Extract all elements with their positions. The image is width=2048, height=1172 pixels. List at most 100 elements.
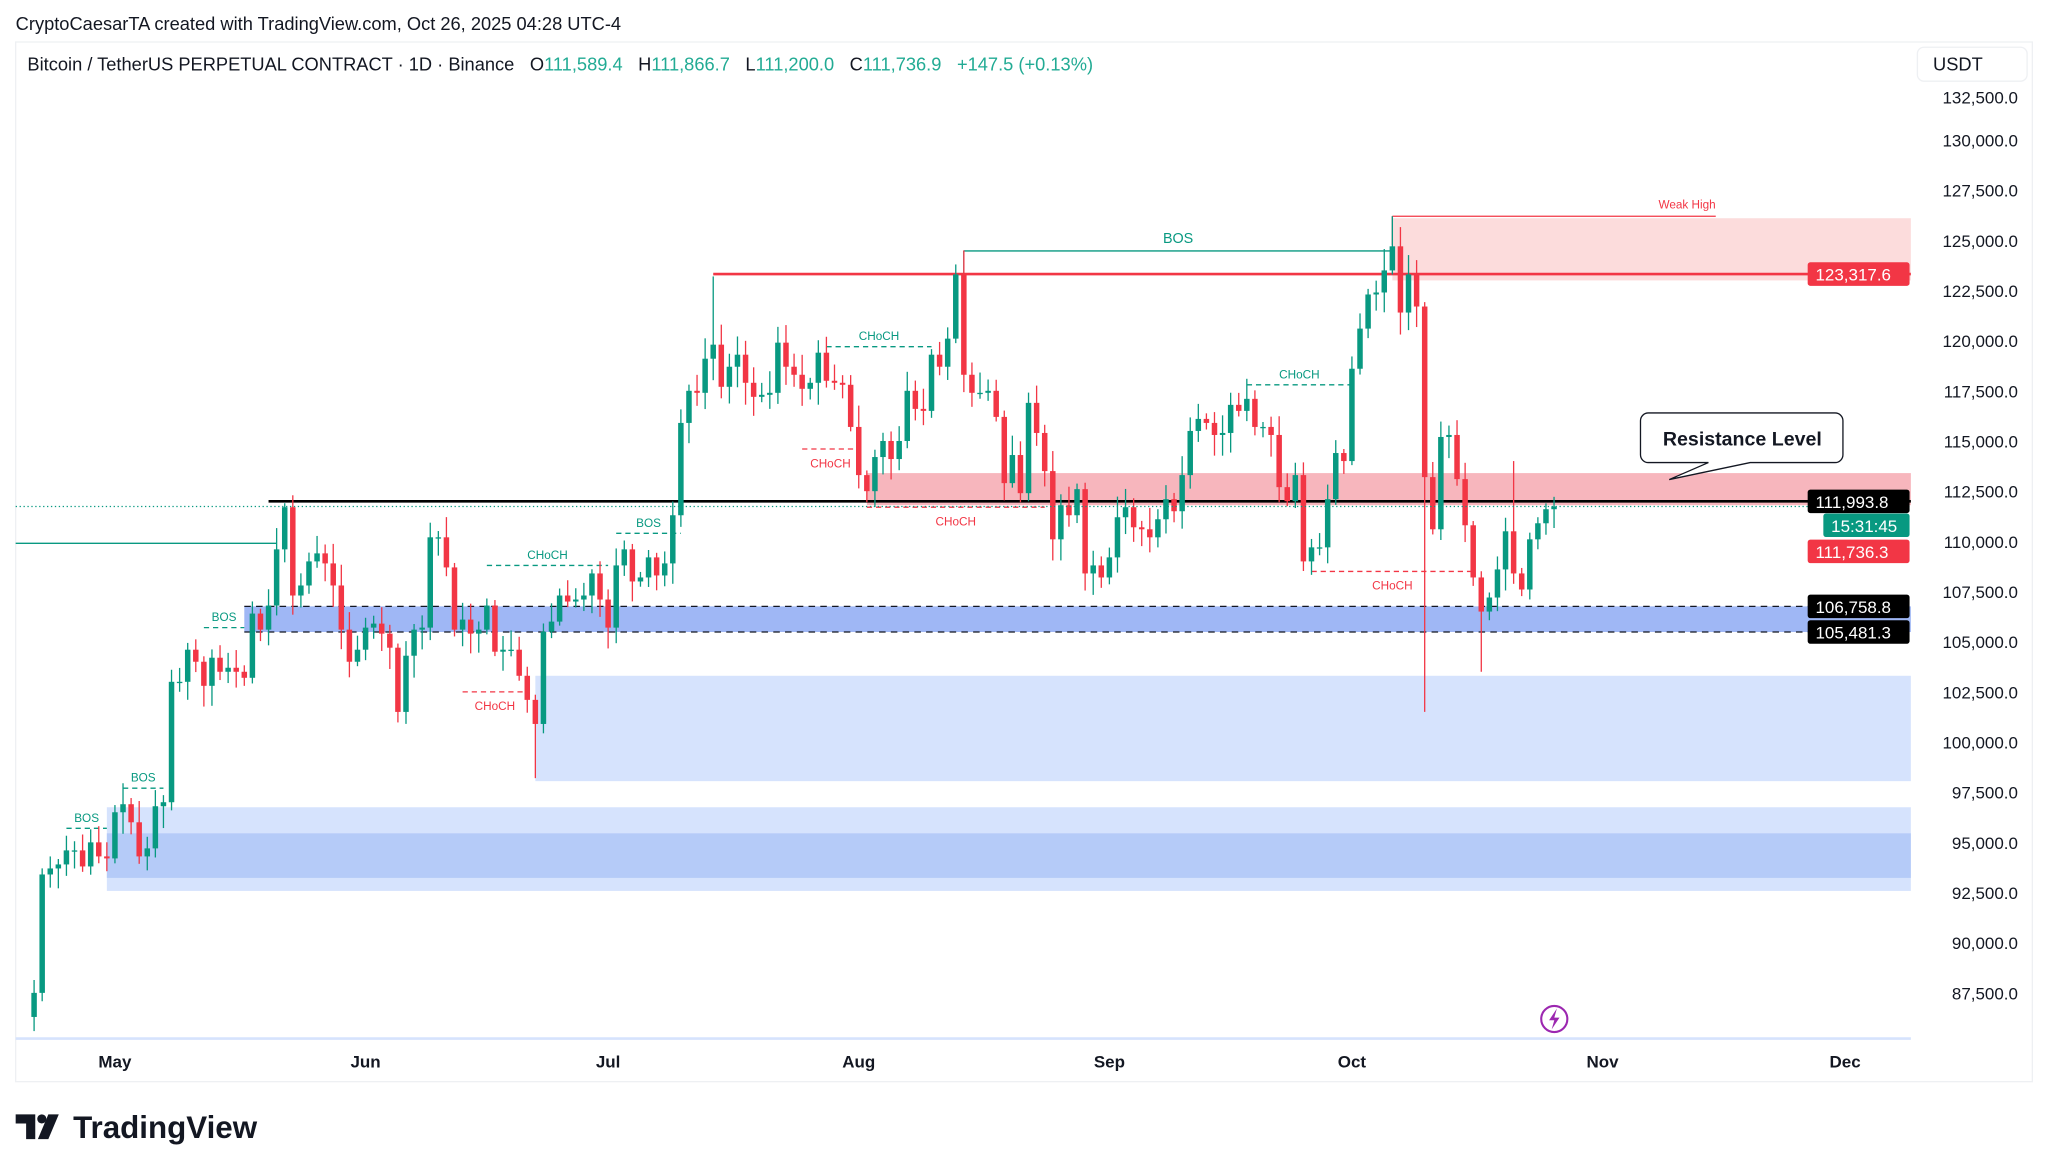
structure-label-choch: CHoCH: [475, 700, 515, 713]
candle-body: [233, 667, 239, 672]
candle: [508, 630, 514, 657]
candle: [1001, 410, 1008, 501]
candle-body: [1017, 455, 1024, 494]
candle-body: [1502, 531, 1509, 570]
candle-body: [888, 440, 894, 460]
candle-body: [872, 457, 878, 492]
candle-body: [1486, 597, 1493, 612]
candle: [1341, 449, 1347, 474]
candle: [1025, 392, 1032, 502]
candle-body: [1260, 426, 1266, 429]
candle-body: [1050, 471, 1056, 540]
candle: [783, 325, 789, 385]
candle: [686, 384, 692, 444]
price-tag: 105,481.3: [1807, 620, 1910, 644]
price-tick-label: 92,500.0: [1952, 884, 2018, 903]
candle-body: [427, 537, 433, 628]
tradingview-logo[interactable]: TradingView: [15, 1110, 258, 1145]
candle: [1244, 378, 1250, 422]
low-label: L: [745, 54, 755, 75]
candle: [152, 790, 159, 858]
candle-body: [338, 585, 345, 630]
candle: [702, 338, 708, 410]
price-tick-label: 115,000.0: [1944, 433, 2018, 452]
candle: [1502, 517, 1509, 591]
candle: [928, 349, 935, 418]
levels-layer: Weak High BOS: [15, 198, 1911, 633]
candle: [120, 783, 126, 834]
candle-body: [281, 507, 288, 550]
price-tick-label: 130,000.0: [1942, 131, 2018, 150]
candle: [306, 552, 312, 594]
candle-body: [831, 380, 838, 383]
time-axis[interactable]: May Jun Jul Aug Sep Oct Nov Dec: [98, 1052, 1860, 1071]
candle: [395, 643, 401, 723]
weak-high-line-label: Weak High: [1658, 198, 1715, 211]
candle-body: [678, 422, 684, 516]
candle: [1211, 412, 1218, 456]
demand-zone-upper: [535, 675, 1911, 782]
price-tag-bg: [1823, 513, 1910, 538]
price-tag: 123,317.6: [1807, 262, 1910, 286]
candle-body: [1543, 509, 1549, 524]
candle-body: [322, 553, 328, 564]
candle-body: [1009, 455, 1016, 484]
candle: [573, 588, 579, 608]
candle: [815, 340, 822, 405]
candle: [128, 798, 134, 835]
candle-body: [1373, 292, 1379, 295]
candle: [370, 615, 377, 639]
time-tick-label: Oct: [1338, 1052, 1367, 1071]
candle: [961, 250, 967, 393]
candle-body: [799, 374, 805, 389]
candle-body: [1421, 306, 1428, 478]
chart-pane[interactable]: [15, 41, 2033, 1083]
demand-zone-lower-core: [106, 833, 1911, 878]
candle: [144, 836, 151, 871]
candle: [1518, 567, 1525, 597]
structure-label-bos: BOS: [74, 812, 99, 825]
candle: [79, 834, 86, 872]
price-tick-label: 117,500.0: [1944, 382, 2018, 401]
candle: [912, 380, 919, 421]
price-axis[interactable]: 132,500.0 130,000.0 127,500.0 125,000.0 122,…: [1942, 88, 2018, 1003]
candle-body: [1106, 557, 1113, 578]
candle: [217, 645, 223, 681]
time-tick-label: Aug: [842, 1052, 875, 1071]
candle: [532, 694, 539, 779]
candle: [864, 470, 870, 503]
resistance-callout[interactable]: Resistance Level: [1639, 412, 1844, 481]
candle: [1187, 417, 1193, 489]
candle-body: [961, 274, 967, 375]
candle: [265, 589, 272, 646]
candle: [953, 264, 959, 344]
candle: [540, 623, 547, 734]
candle: [872, 449, 878, 508]
lightning-icon[interactable]: [1540, 1004, 1569, 1034]
price-tag-bg: [1807, 594, 1910, 619]
callout-text: Resistance Level: [1663, 429, 1822, 451]
candle-body: [152, 806, 159, 849]
price-tag-text: 15:31:45: [1831, 517, 1897, 536]
candle: [427, 522, 433, 641]
candle: [298, 573, 304, 608]
structure-label-choch: CHoCH: [859, 330, 899, 343]
candle-body: [1405, 274, 1412, 313]
candle: [936, 341, 943, 376]
candle-body: [128, 804, 134, 823]
candle-body: [467, 619, 474, 634]
currency-button[interactable]: USDT: [1916, 46, 2028, 82]
candle: [1470, 521, 1476, 586]
candle: [880, 432, 886, 475]
candle: [597, 561, 603, 617]
time-tick-label: May: [98, 1052, 132, 1071]
candle: [257, 608, 264, 642]
price-tick-label: 112,500.0: [1944, 483, 2018, 502]
candle-body: [1518, 573, 1525, 590]
candle: [1527, 532, 1533, 600]
candle: [314, 535, 320, 568]
candle-body: [395, 647, 401, 712]
candle: [904, 371, 911, 449]
candle-body: [249, 613, 256, 678]
structure-marks-layer: BOS BOS BOS CHoCH BOS CHoCH CHoCH CHoCH CHoCH CHo…: [66, 330, 1474, 829]
